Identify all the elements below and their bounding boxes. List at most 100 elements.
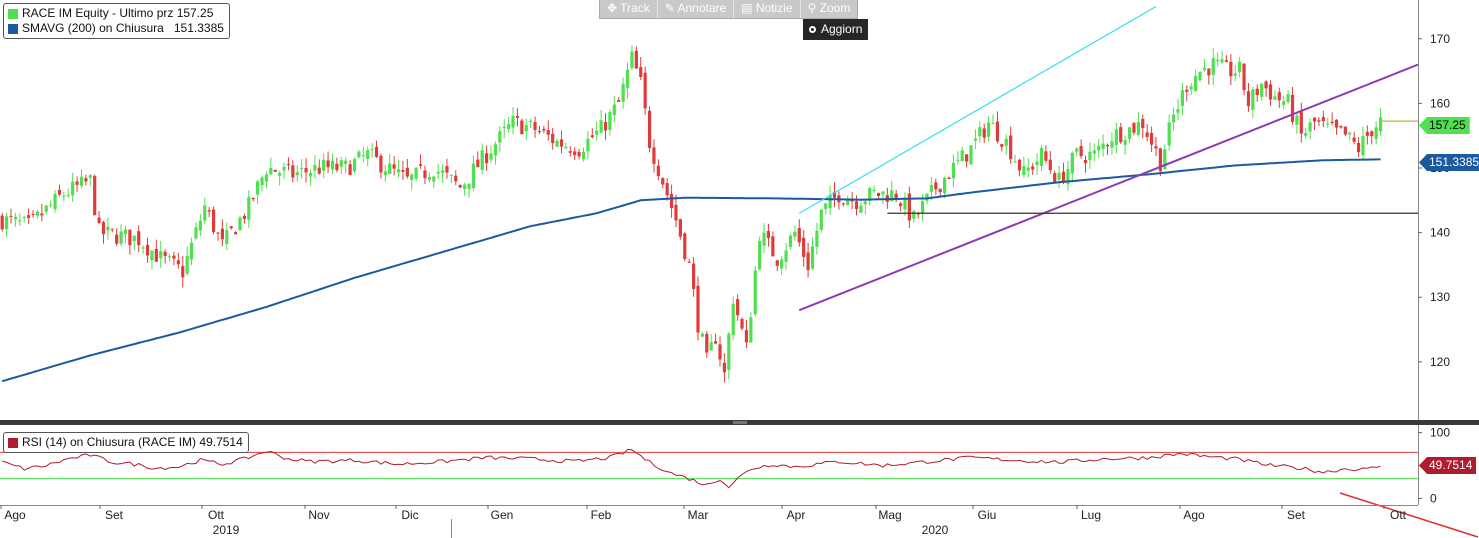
candle-body [115,234,119,244]
candle-body [22,216,26,218]
candle-body [520,120,524,135]
annotation-line [1339,492,1479,538]
candle-body [1105,144,1110,147]
candle-body [1374,127,1378,139]
candle-body [1365,131,1369,136]
candle-body [167,256,172,258]
candle-body [643,72,647,109]
candle-body [145,244,150,256]
candle-body [705,333,709,353]
candle-body [432,176,436,182]
aggiorn-button[interactable]: Aggiorn [803,19,869,40]
channel-upper-line [798,5,1157,214]
candle-body [88,175,92,178]
candle-body [824,203,828,209]
rsi-panel [0,448,1479,538]
candle-body [49,204,53,206]
candle-body [1000,144,1004,147]
candle-body [1035,161,1039,166]
candle-body [1330,121,1334,124]
candle-body [57,189,62,195]
candle-body [1039,147,1044,166]
candle-body [1123,140,1127,145]
candle-body [370,149,374,151]
candle-body [1216,59,1220,62]
candle-body [137,231,141,246]
candle-body [828,195,832,209]
candle-body [242,215,247,220]
candle-body [925,193,929,201]
candle-body [674,204,678,221]
candle-body [1229,61,1233,77]
candle-body [1079,146,1083,157]
candle-body [1119,127,1123,143]
candle-body [467,183,471,190]
rsi-swatch [8,437,18,448]
candle-body [1158,148,1162,172]
year-label: 2019 [213,523,240,537]
last-price-tag: 157.25 [1419,117,1470,134]
candle-body [211,209,216,232]
candle-body [1378,117,1383,132]
candle-body [1348,132,1352,135]
candle-body [555,140,559,147]
notizie-label: Notizie [755,1,793,15]
candle-body [291,165,295,178]
candle-body [84,178,88,182]
candle-body [934,182,938,190]
candle-body [71,181,75,196]
candle-body [995,121,1000,142]
track-button[interactable]: ✥ Track [600,0,658,18]
candle-body [656,165,660,177]
candle-body [220,228,224,240]
candle-body [1110,141,1114,148]
candle-body [185,255,189,274]
candle-body [1220,59,1224,63]
notizie-button[interactable]: ▤ Notizie [734,0,801,18]
candle-body [1282,101,1286,105]
candle-body [1141,118,1145,128]
candle-body [511,115,515,128]
annotare-button[interactable]: ✎ Annotare [658,0,735,18]
candle-body [586,138,590,152]
candle-body [1361,136,1365,156]
zoom-button[interactable]: ⚲ Zoom [807,1,851,15]
rsi-tick-label: 0 [1430,491,1437,505]
candle-body [1238,61,1242,72]
candle-body [79,176,84,186]
candle-body [969,145,973,165]
candle-body [233,232,238,235]
candle-body [898,203,903,207]
candle-body [551,133,555,144]
candle-body [35,211,40,216]
candle-body [159,251,163,259]
candle-body [326,160,330,168]
candle-body [683,233,687,259]
candle-body [766,230,771,238]
candle-body [194,227,198,239]
candle-body [247,197,251,220]
zoom-label: Zoom [819,1,851,15]
candle-body [295,172,299,176]
candle-body [1334,119,1339,128]
candle-body [1308,122,1312,132]
month-label: Lug [1081,508,1101,522]
rsi-legend-label: RSI (14) on Chiusura (RACE IM) [22,435,197,449]
candle-body [1251,89,1255,110]
candle-body [269,167,273,175]
month-label: Dic [401,508,418,522]
candle-body [445,166,449,173]
candle-body [841,203,845,205]
candle-body [119,231,123,244]
candle-body [634,50,638,69]
candle-body [1295,115,1299,125]
candle-body [1101,143,1105,149]
candle-body [793,231,797,237]
candle-body [868,187,872,201]
candle-body [595,130,599,135]
candle-body [691,263,696,289]
candle-body [1339,125,1343,128]
candle-body [1286,94,1290,102]
candle-body [18,220,22,222]
